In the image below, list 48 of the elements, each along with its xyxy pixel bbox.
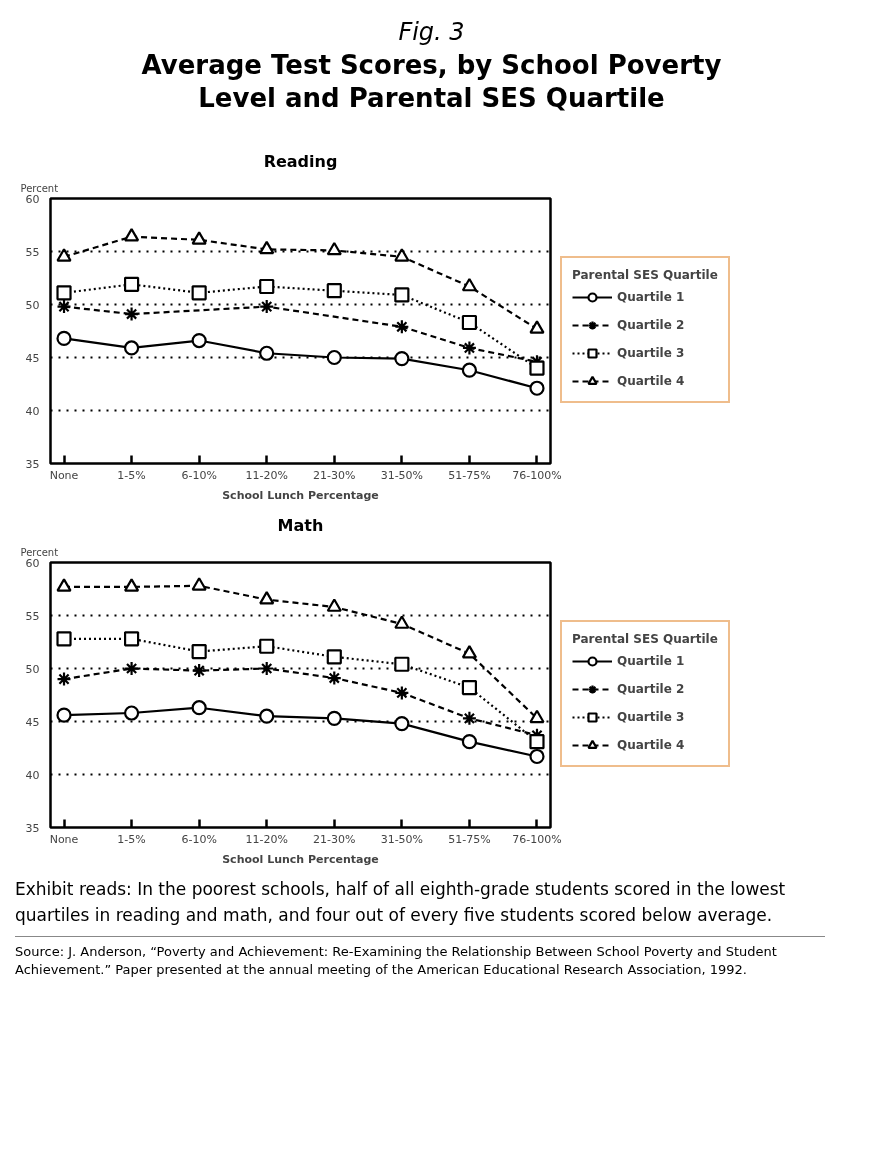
legend-label: Quartile 2 xyxy=(617,682,685,696)
y-tick-label: 45 xyxy=(25,351,40,365)
x-tick-label: 1-5% xyxy=(117,468,146,482)
legend-title: Parental SES Quartile xyxy=(572,268,718,282)
legend-label: Quartile 4 xyxy=(617,374,685,388)
x-tick-label: 11-20% xyxy=(245,468,288,482)
x-tick-label: 51-75% xyxy=(448,832,491,846)
x-tick-label: 76-100% xyxy=(512,832,562,846)
x-tick-label: 11-20% xyxy=(245,832,288,846)
chart-title: Math xyxy=(277,515,324,535)
x-tick-label: 51-75% xyxy=(448,468,491,482)
y-axis-title: Percent xyxy=(20,546,59,558)
legend-label: Quartile 2 xyxy=(617,318,685,332)
y-tick-label: 50 xyxy=(25,662,40,676)
legend-label: Quartile 1 xyxy=(617,654,685,668)
y-tick-label: 35 xyxy=(25,821,40,835)
y-axis-title: Percent xyxy=(20,182,59,194)
caption: Fig. 3 xyxy=(397,17,466,48)
y-tick-label: 35 xyxy=(25,457,40,471)
y-tick-label: 60 xyxy=(25,192,40,206)
y-tick-label: 55 xyxy=(25,609,40,623)
source-note: Source: J. Anderson, “Poverty and Achievement: Re-Examining the Relationship Between School Poverty and Student Achievement.” Paper presented at the annual meeting of the American Educational Research Association, 1992. xyxy=(15,936,825,980)
x-tick-label: 6-10% xyxy=(181,832,217,846)
legend-title: Parental SES Quartile xyxy=(572,632,718,646)
x-tick-label: None xyxy=(49,832,79,846)
x-tick-label: 31-50% xyxy=(380,832,424,846)
x-axis-title: School Lunch Percentage xyxy=(222,488,379,502)
y-tick-label: 60 xyxy=(25,556,40,570)
x-tick-label: 21-30% xyxy=(313,468,356,482)
x-tick-label: 31-50% xyxy=(380,468,424,482)
x-axis-title: School Lunch Percentage xyxy=(222,852,379,866)
x-tick-label: 6-10% xyxy=(181,468,217,482)
chart-title: Reading xyxy=(263,151,338,171)
y-tick-label: 50 xyxy=(25,298,40,312)
text: Average Test Scores, by School Poverty Level and Parental SES Quartile xyxy=(140,49,723,115)
y-tick-label: 40 xyxy=(25,768,40,782)
y-tick-label: 55 xyxy=(25,245,40,259)
y-tick-label: 40 xyxy=(25,404,40,418)
x-tick-label: 76-100% xyxy=(512,468,562,482)
legend-label: Quartile 3 xyxy=(617,710,685,724)
y-tick-label: 45 xyxy=(25,715,40,729)
legend-label: Quartile 4 xyxy=(617,738,685,752)
legend-label: Quartile 3 xyxy=(617,346,685,360)
x-tick-label: None xyxy=(49,468,79,482)
legend-label: Quartile 1 xyxy=(617,290,685,304)
x-tick-label: 1-5% xyxy=(117,832,146,846)
x-tick-label: 21-30% xyxy=(313,832,356,846)
text: Exhibit reads: In the poorest schools, half of all eighth-grade students scored in the lowest quartiles in reading and math, and four out of every five students scored below average. xyxy=(15,878,787,927)
